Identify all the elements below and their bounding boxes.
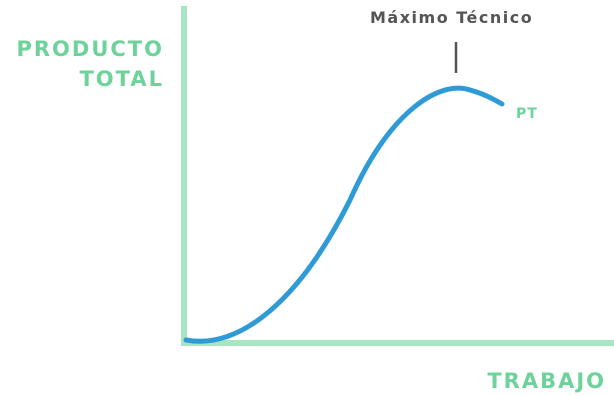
y-axis-label-line-1: PRODUCTO	[16, 37, 164, 61]
technical-maximum-label: Máximo Técnico	[370, 8, 534, 27]
x-axis-label: TRABAJO	[487, 369, 606, 393]
y-axis-label-line-2: TOTAL	[79, 67, 164, 91]
y-axis-label: PRODUCTO TOTAL	[17, 34, 165, 94]
curve-label-pt: PT	[516, 106, 538, 122]
total-product-curve	[183, 85, 505, 344]
